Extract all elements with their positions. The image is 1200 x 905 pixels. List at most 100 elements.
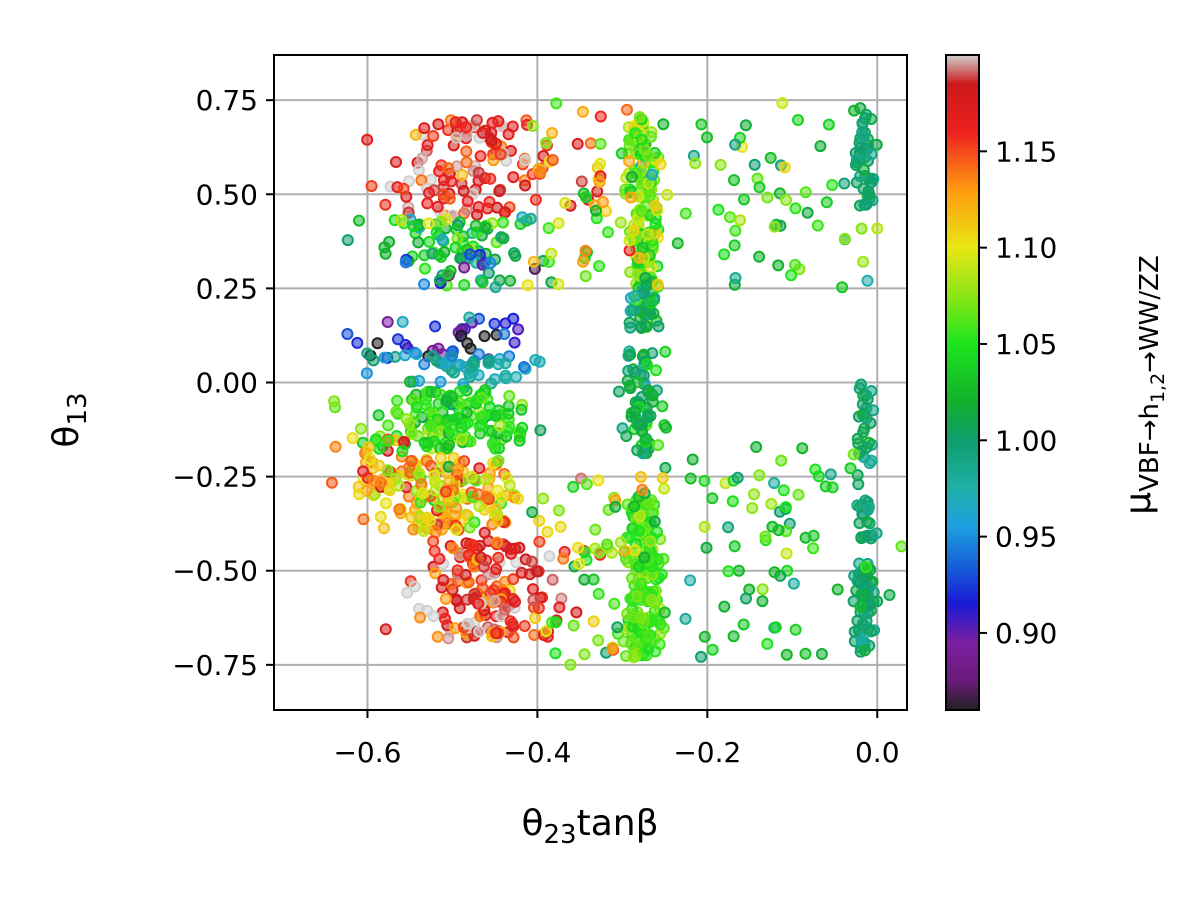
scatter-point [659,345,672,358]
scatter-point [441,268,454,280]
scatter-point [503,479,516,492]
scatter-point [507,593,519,606]
scatter-point [780,194,792,206]
scatter-point [444,422,457,435]
scatter-point [396,445,409,458]
scatter-point [463,311,476,324]
scatter-point [414,611,427,624]
scatter-point [405,454,418,467]
scatter-point [401,586,414,599]
scatter-point [731,471,744,484]
scatter-point [861,274,874,287]
scatter-point [502,128,515,141]
scatter-point [464,361,477,374]
scatter-point [507,631,520,644]
scatter-point [646,395,659,408]
scatter-point [623,155,636,168]
scatter-point [608,597,621,610]
scatter-point [624,321,637,334]
scatter-point [545,247,558,260]
scatter-point [658,606,671,619]
scatter-point [392,333,404,346]
scatter-point [442,460,455,473]
scatter-point [838,232,851,245]
scatter-point [807,542,820,555]
scatter-point [613,385,625,398]
scatter-point [542,222,555,235]
scatter-point [476,276,489,289]
scatter-point [858,644,871,657]
scatter-point [537,492,550,505]
scatter-point [658,482,671,495]
scatter-point [799,186,812,199]
scatter-point [493,419,506,432]
scatter-point [768,477,781,489]
scatter-point [426,350,439,363]
scatter-point [422,217,435,230]
scatter-point [478,560,490,573]
scatter-point [534,166,547,179]
scatter-point [515,403,528,416]
scatter-point [824,468,837,481]
scatter-point [378,351,391,364]
scatter-point [643,496,656,509]
scatter-point [466,539,479,552]
scatter-point [443,192,456,205]
scatter-point [479,473,492,486]
scatter-point [633,111,646,124]
scatter-point [812,470,825,483]
scatter-point [507,171,520,184]
scatter-point [446,542,459,555]
scatter-point [395,214,408,227]
scatter-point [629,650,642,663]
scatter-point [594,157,607,170]
scatter-point [443,439,455,452]
scatter-point [405,511,418,524]
y-tick-label: 0.75 [196,84,258,117]
scatter-point [594,137,607,150]
scatter-point [645,297,658,310]
scatter-point [361,133,374,146]
scatter-point [362,441,375,454]
scatter-point [549,616,562,629]
scatter-point [609,500,622,513]
scatter-point [633,510,646,523]
scatter-point [822,118,835,131]
scatter-point [546,573,559,586]
x-tick-label: −0.4 [503,736,571,769]
scatter-point [775,454,788,467]
scatter-point [815,648,828,660]
scatter-point [577,255,589,268]
scatter-point [380,497,392,510]
scatter-point [458,261,471,274]
scatter-point [474,150,487,163]
scatter-point [456,169,469,181]
scatter-point [435,250,448,263]
scatter-point [863,457,876,470]
scatter-point [434,375,447,388]
scatter-point [620,650,632,662]
scatter-point [413,467,426,480]
scatter-point [684,574,697,587]
scatter-point [400,413,413,426]
scatter-point [660,421,672,434]
scatter-point [627,224,640,237]
scatter-point [571,137,584,150]
scatter-point [789,202,802,215]
scatter-point [614,216,627,229]
scatter-point [498,328,511,340]
scatter-point [634,320,647,333]
scatter-point [792,488,805,501]
scatter-point [518,361,530,373]
scatter-point [439,593,452,605]
scatter-point [418,278,431,291]
colorbar-tick-label: 1.15 [995,135,1057,168]
scatter-point [485,134,498,147]
scatter-point [525,555,538,568]
scatter-point [580,191,592,204]
scatter-point [507,312,520,325]
scatter-point [371,337,384,350]
scatter-point [627,611,640,624]
scatter-point [689,157,702,170]
scatter-point [649,217,662,230]
